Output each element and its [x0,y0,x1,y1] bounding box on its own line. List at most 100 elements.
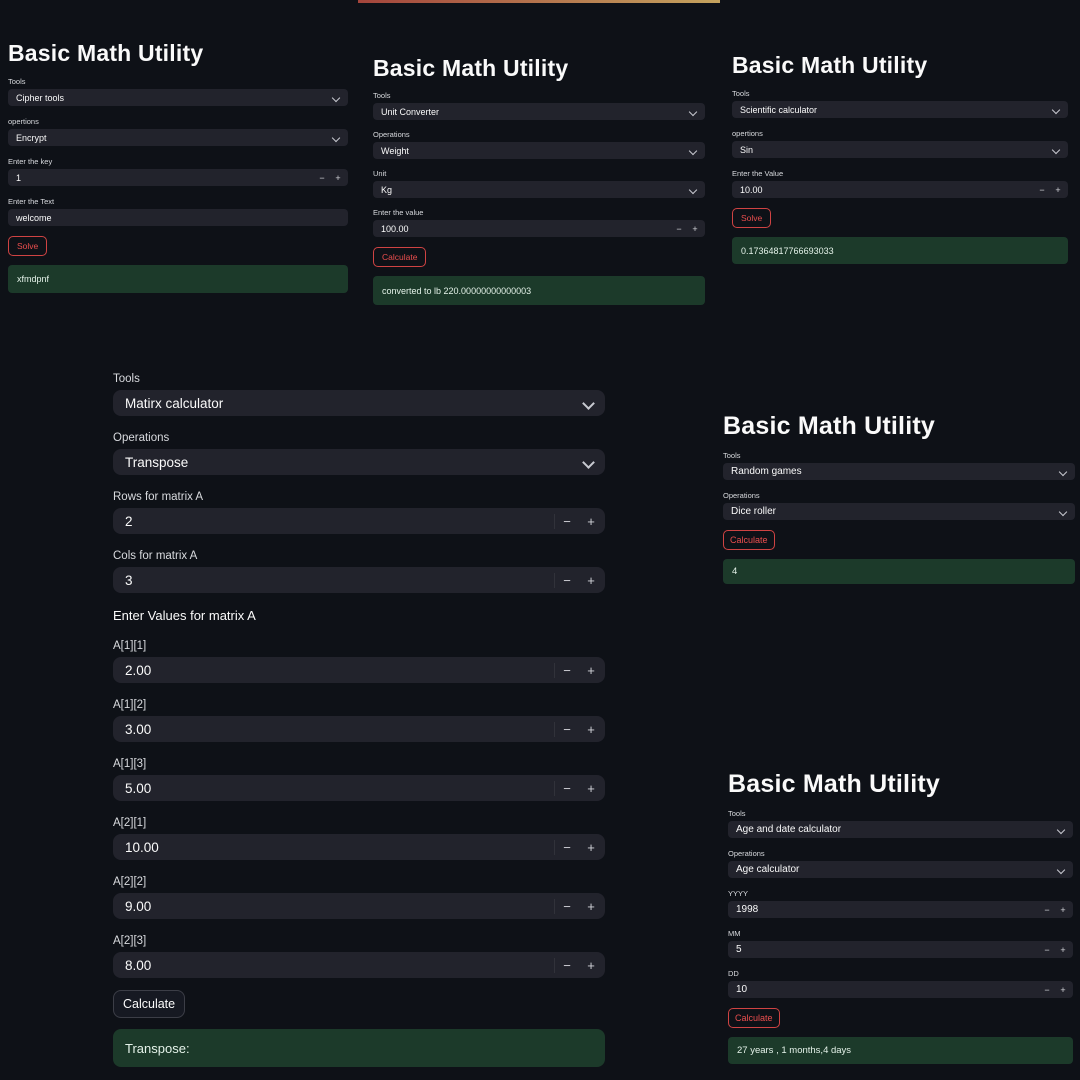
tools-select[interactable]: Unit Converter [373,103,705,120]
yyyy-number-input[interactable]: 1998 − + [728,901,1073,918]
plus-icon[interactable]: + [587,662,595,678]
plus-icon[interactable]: + [587,839,595,855]
select-value: Cipher tools [16,92,65,103]
operations-label: Operations [728,849,765,858]
plus-icon[interactable]: + [587,721,595,737]
page-title: Basic Math Utility [732,52,928,78]
chevron-down-icon [1058,467,1068,476]
calculate-button[interactable]: Calculate [728,1008,780,1028]
operations-select[interactable]: Encrypt [8,129,348,146]
chevron-down-icon [1058,507,1068,516]
value-number-input[interactable]: 100.00 − + [373,220,705,237]
input-value: 5 [736,944,742,955]
operations-select[interactable]: Weight [373,142,705,159]
stepper: − + [554,957,603,973]
solve-button[interactable]: Solve [732,208,772,228]
plus-icon[interactable]: + [587,780,595,796]
unit-label: Unit [373,169,387,178]
stepper: − + [554,780,603,796]
input-value: 1 [16,172,22,183]
plus-icon[interactable]: + [587,572,595,588]
matrix-a-2-2-input[interactable]: 9.00 − + [113,893,605,919]
tools-select[interactable]: Age and date calculator [728,821,1073,838]
result-text: xfmdpnf [17,274,50,284]
select-value: Kg [381,184,393,195]
minus-icon[interactable]: − [1044,944,1050,955]
tools-select[interactable]: Random games [723,463,1075,480]
stepper: − + [554,572,603,588]
minus-icon[interactable]: − [554,898,579,914]
minus-icon[interactable]: − [554,513,579,529]
input-value: 8.00 [125,957,152,973]
operations-select[interactable]: Dice roller [723,503,1075,520]
cell-label-a22: A[2][2] [113,876,147,888]
calculate-button[interactable]: Calculate [723,530,775,550]
stepper: − + [554,898,603,914]
minus-icon[interactable]: − [319,172,325,183]
page-title: Basic Math Utility [8,40,204,66]
plus-icon[interactable]: + [1060,984,1066,995]
select-value: Scientific calculator [740,104,818,115]
tools-label: Tools [732,89,750,98]
matrix-a-1-1-input[interactable]: 2.00 − + [113,657,605,683]
rows-label: Rows for matrix A [113,491,204,503]
tools-label: Tools [728,809,746,818]
tools-select[interactable]: Matirx calculator [113,390,605,416]
select-value: Transpose [125,454,189,470]
matrix-a-1-3-input[interactable]: 5.00 − + [113,775,605,801]
select-value: Sin [740,144,754,155]
minus-icon[interactable]: − [554,721,579,737]
stepper: − + [554,721,603,737]
operations-label: Operations [723,491,760,500]
operations-select[interactable]: Transpose [113,449,605,475]
plus-icon[interactable]: + [587,898,595,914]
page-title: Basic Math Utility [728,770,940,798]
matrix-a-2-1-input[interactable]: 10.00 − + [113,834,605,860]
rows-number-input[interactable]: 2 − + [113,508,605,534]
plus-icon[interactable]: + [587,957,595,973]
input-value: 10.00 [740,184,763,195]
matrix-a-2-3-input[interactable]: 8.00 − + [113,952,605,978]
minus-icon[interactable]: − [1039,184,1045,195]
plus-icon[interactable]: + [1055,184,1061,195]
plus-icon[interactable]: + [587,513,595,529]
yyyy-label: YYYY [728,889,749,898]
minus-icon[interactable]: − [554,957,579,973]
stepper: − + [1039,945,1071,955]
operations-select[interactable]: Sin [732,141,1068,158]
stepper: − + [1039,905,1071,915]
minus-icon[interactable]: − [554,780,579,796]
cols-number-input[interactable]: 3 − + [113,567,605,593]
calculate-button[interactable]: Calculate [113,990,186,1018]
stepper: − + [554,513,603,529]
unit-select[interactable]: Kg [373,181,705,198]
minus-icon[interactable]: − [1044,904,1050,915]
tools-select[interactable]: Scientific calculator [732,101,1068,118]
chevron-down-icon [1056,865,1066,874]
minus-icon[interactable]: − [554,839,579,855]
minus-icon[interactable]: − [554,662,579,678]
minus-icon[interactable]: − [1044,984,1050,995]
plus-icon[interactable]: + [1060,944,1066,955]
mm-number-input[interactable]: 5 − + [728,941,1073,958]
chevron-down-icon [1051,145,1061,154]
plus-icon[interactable]: + [1060,904,1066,915]
select-value: Random games [731,466,802,477]
input-value: 3.00 [125,721,152,737]
value-number-input[interactable]: 10.00 − + [732,181,1068,198]
dd-number-input[interactable]: 10 − + [728,981,1073,998]
minus-icon[interactable]: − [554,572,579,588]
minus-icon[interactable]: − [676,223,682,234]
operations-select[interactable]: Age calculator [728,861,1073,878]
matrix-a-1-2-input[interactable]: 3.00 − + [113,716,605,742]
select-value: Age calculator [736,864,800,875]
text-input[interactable]: welcome [8,209,348,226]
tools-select[interactable]: Cipher tools [8,89,348,106]
plus-icon[interactable]: + [692,223,698,234]
key-number-input[interactable]: 1 − + [8,169,348,186]
calculate-button[interactable]: Calculate [373,247,427,267]
chevron-down-icon [688,107,698,116]
plus-icon[interactable]: + [335,172,341,183]
solve-button[interactable]: Solve [8,236,48,256]
select-value: Age and date calculator [736,824,842,835]
